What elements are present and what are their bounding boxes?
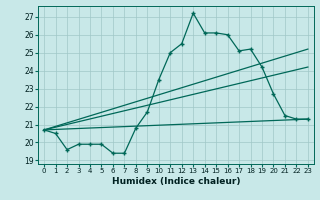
X-axis label: Humidex (Indice chaleur): Humidex (Indice chaleur): [112, 177, 240, 186]
